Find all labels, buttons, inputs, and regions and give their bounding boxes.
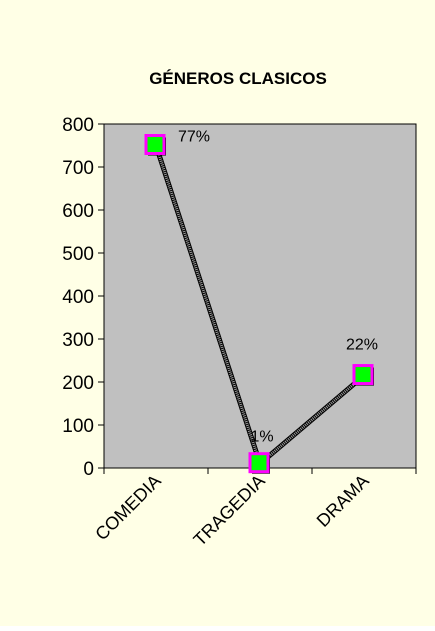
y-tick-label: 100: [62, 416, 94, 437]
y-tick-label: 600: [62, 201, 94, 222]
series-line: 77% 1% 22%: [144, 129, 378, 474]
y-tick-label: 400: [62, 287, 94, 308]
x-tick-label: COMEDIA: [91, 471, 165, 545]
y-tick-label: 300: [62, 330, 94, 351]
y-tick-label: 500: [62, 244, 94, 265]
y-axis: 0 100 200 300 400 500 600 700 800: [62, 115, 104, 480]
x-tick-label: TRAGEDIA: [190, 471, 269, 550]
data-point: [248, 452, 270, 474]
y-tick-label: 800: [62, 115, 94, 136]
x-tick-label: DRAMA: [313, 471, 373, 531]
plot-area: [103, 123, 417, 469]
y-tick-label: 200: [62, 373, 94, 394]
data-point: [144, 134, 166, 155]
y-tick-label: 0: [83, 459, 94, 480]
data-label: 22%: [346, 337, 378, 354]
data-label: 77%: [178, 129, 210, 146]
chart-title: GÉNEROS CLASICOS: [149, 69, 327, 88]
y-tick-label: 700: [62, 158, 94, 179]
x-axis: COMEDIA TRAGEDIA DRAMA: [91, 468, 417, 550]
data-point: [352, 364, 374, 386]
data-label: 1%: [250, 429, 273, 446]
